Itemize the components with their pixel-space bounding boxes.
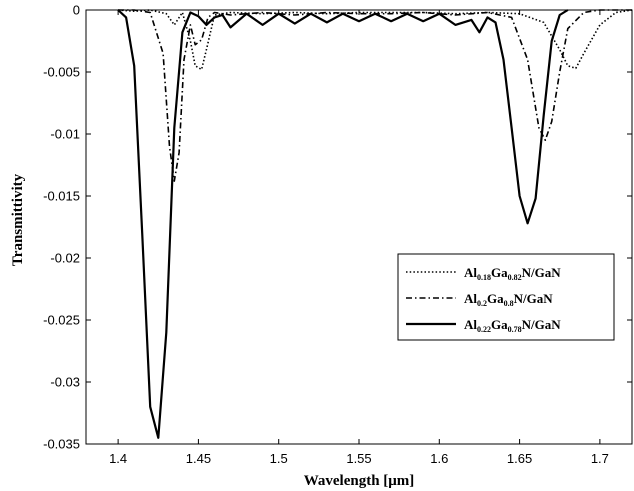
- x-tick-label: 1.45: [186, 451, 211, 466]
- y-axis-label: Transmittivity: [10, 173, 26, 266]
- x-tick-label: 1.65: [507, 451, 532, 466]
- y-tick-label: -0.02: [50, 251, 80, 266]
- y-tick-label: -0.015: [43, 189, 80, 204]
- x-tick-label: 1.6: [430, 451, 448, 466]
- x-tick-label: 1.4: [109, 451, 127, 466]
- x-tick-label: 1.5: [270, 451, 288, 466]
- x-axis-ticks: 1.4 1.45 1.5 1.55 1.6 1.65 1.7: [109, 10, 609, 466]
- legend: Al0.18Ga0.82N/GaN Al0.2Ga0.8N/GaN Al0.22Ga…: [397, 253, 615, 341]
- series-line-3: [117, 9, 569, 439]
- y-tick-label: -0.025: [43, 313, 80, 328]
- series-layer: [117, 9, 633, 439]
- plot-frame: [85, 9, 633, 445]
- y-tick-label: -0.035: [43, 437, 80, 452]
- y-axis-ticks: 0 -0.005 -0.01 -0.015 -0.02 -0.025 -0.03 -0.035: [43, 3, 632, 452]
- legend-label-1: Al0.18Ga0.82N/GaN: [464, 265, 561, 282]
- x-tick-label: 1.7: [591, 451, 609, 466]
- series-line-1: [118, 9, 633, 71]
- y-tick-label: -0.03: [50, 375, 80, 390]
- legend-label-2: Al0.2Ga0.8N/GaN: [464, 291, 553, 308]
- legend-box: [397, 253, 615, 341]
- y-tick-label: -0.01: [50, 127, 80, 142]
- x-tick-label: 1.55: [346, 451, 371, 466]
- x-axis-label: Wavelength [μm]: [304, 473, 415, 489]
- legend-label-3: Al0.22Ga0.78N/GaN: [464, 317, 561, 334]
- y-tick-label: -0.005: [43, 65, 80, 80]
- y-tick-label: 0: [73, 3, 80, 18]
